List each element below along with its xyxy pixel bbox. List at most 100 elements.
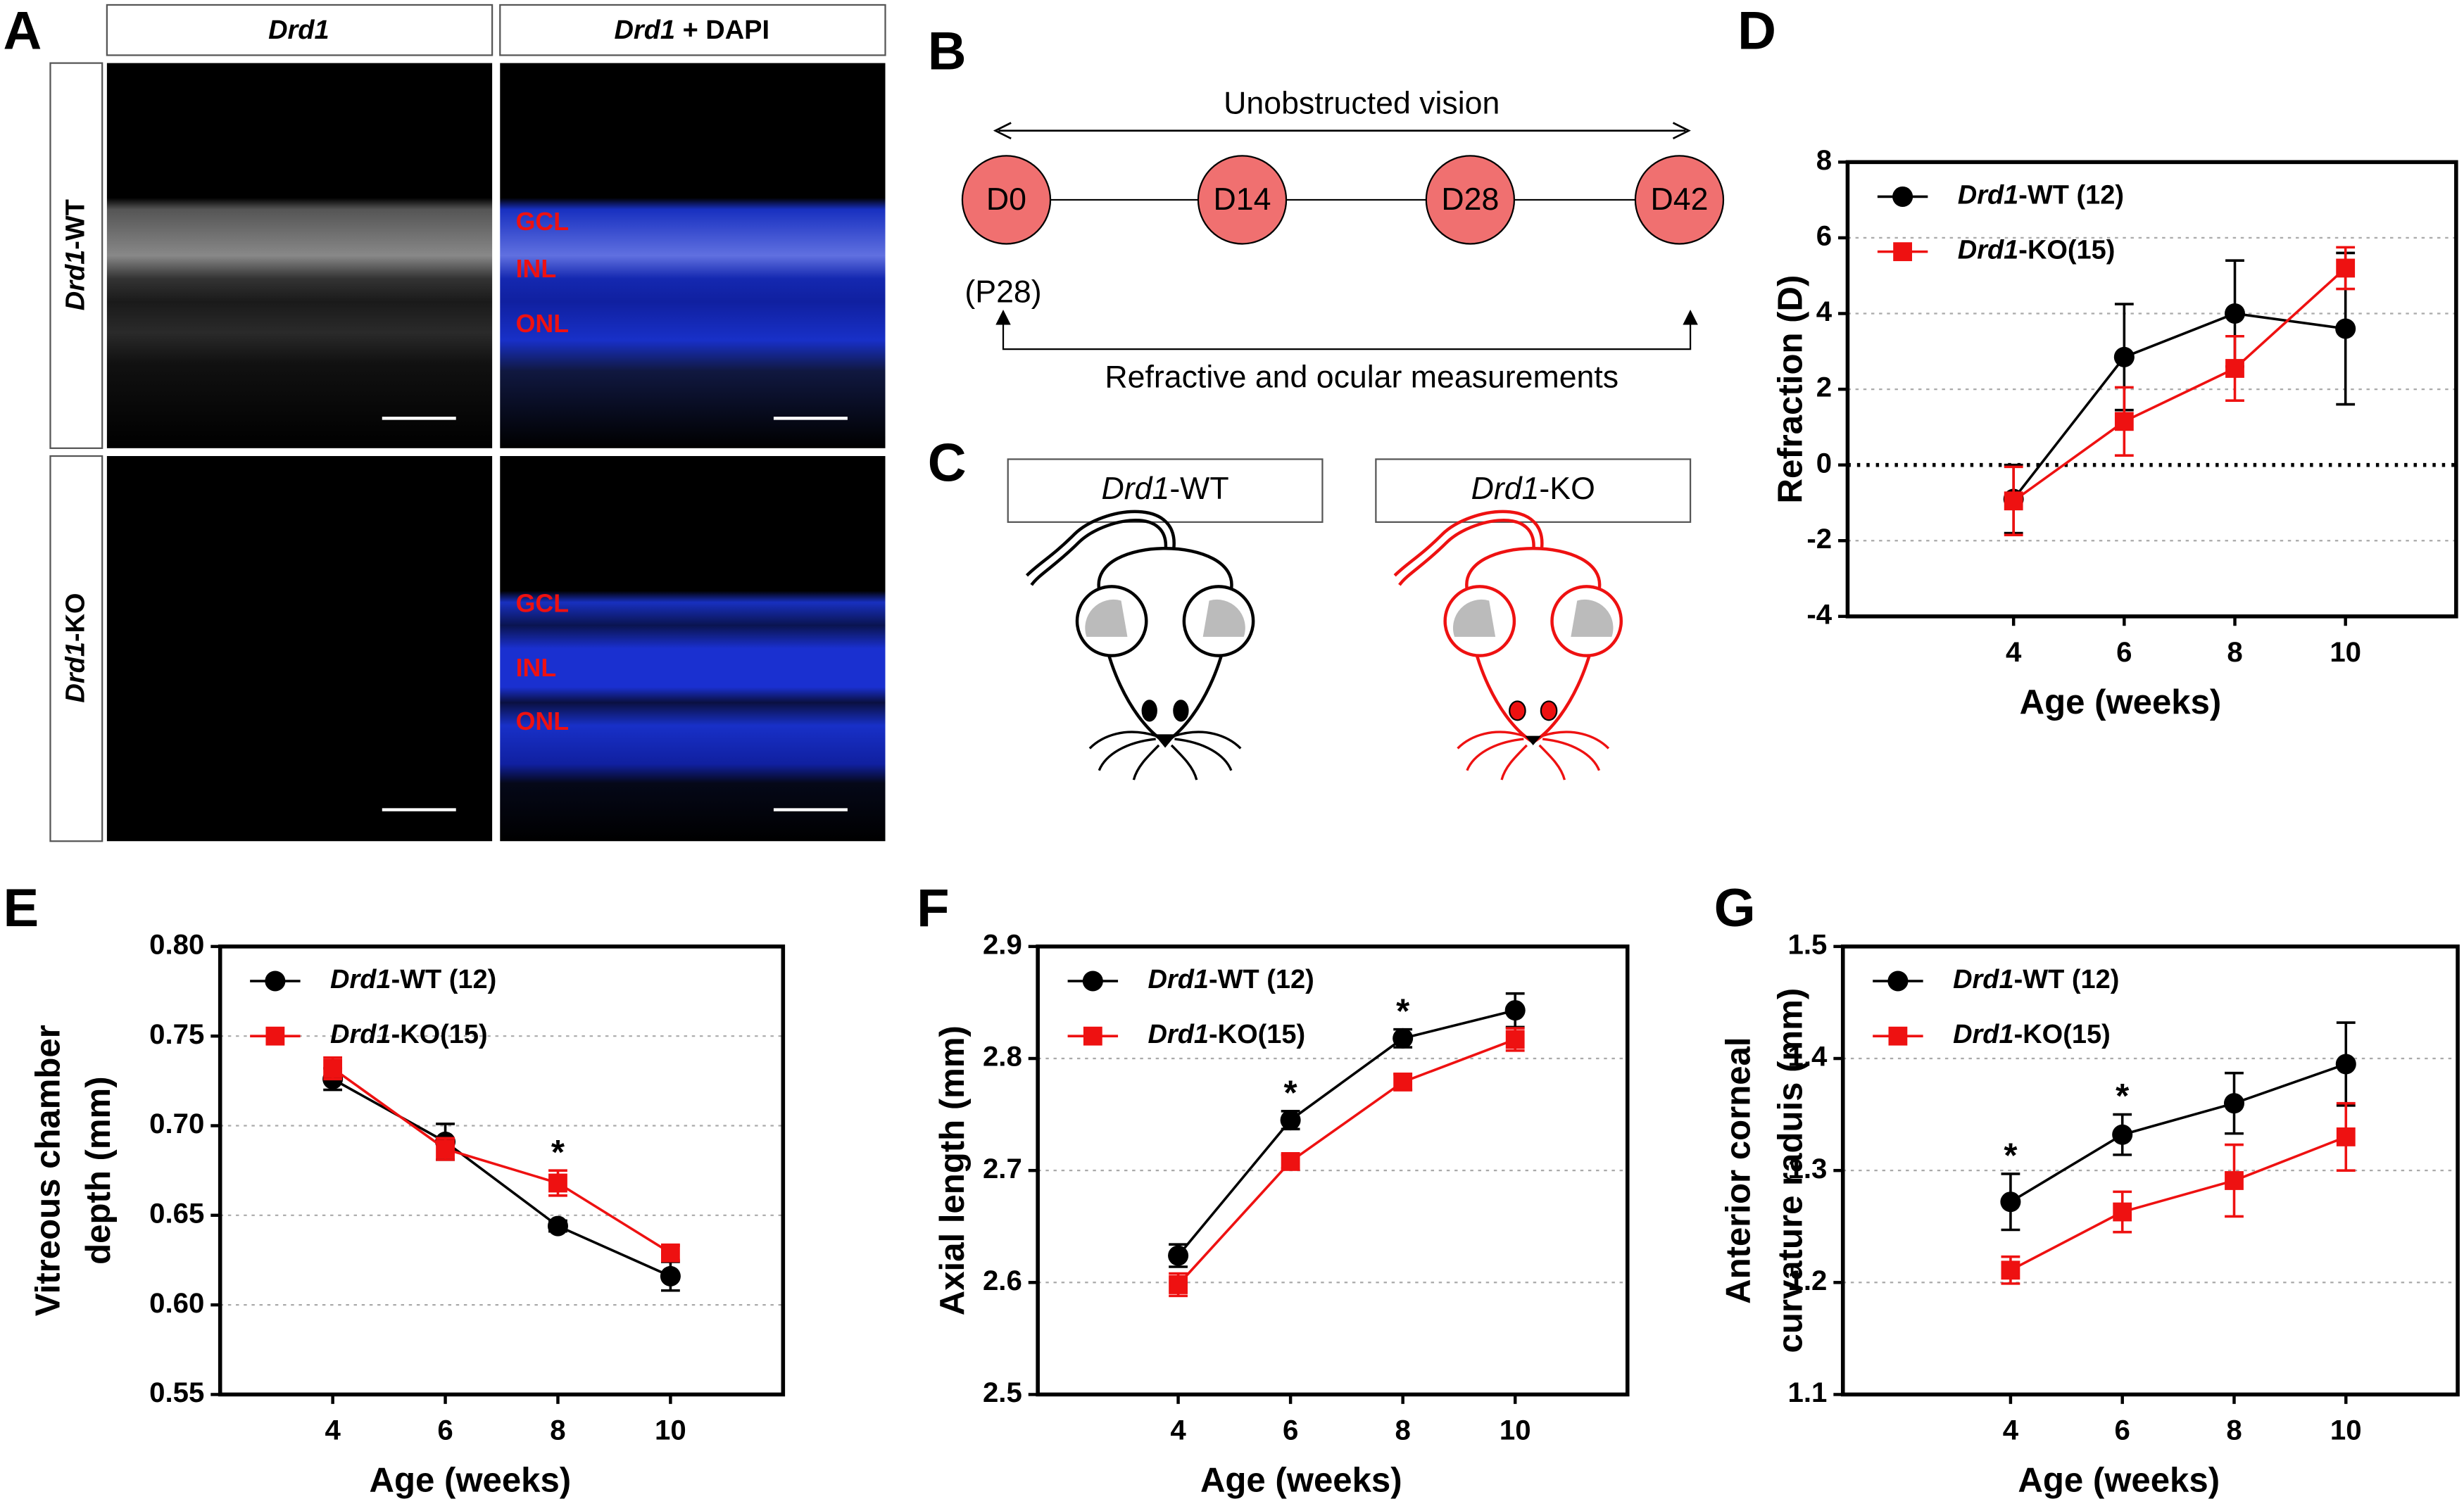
point: [2336, 1127, 2356, 1146]
mouse-icon: [1025, 510, 1255, 780]
panel-letter: E: [3, 878, 39, 938]
point: [2000, 1191, 2021, 1213]
y-axis-label: Axial length (mm): [934, 1025, 972, 1315]
series-line: [2012, 312, 2346, 500]
mouse-icon: [1393, 510, 1623, 780]
layer-label: ONL: [516, 310, 569, 338]
y-tick-label: 1.2: [1788, 1265, 1828, 1296]
y-tick-label: 1.5: [1788, 929, 1828, 961]
point: [2001, 1260, 2020, 1280]
legend-label: Drd1-KO(15): [330, 1020, 488, 1049]
chart: 2.5 2.6 2.7 2.8 2.9 4 6 8 10 Age (weeks) Axial len…: [934, 929, 1630, 1500]
point: [2113, 1202, 2132, 1222]
point: [323, 1058, 343, 1078]
legend-label: Drd1-WT (12): [1953, 965, 2119, 994]
timeline-node: [1634, 155, 1725, 245]
plot-frame: [1840, 944, 2460, 1397]
legend-marker: [265, 1026, 285, 1046]
x-tick-label: 6: [1283, 1415, 1298, 1446]
y-tick-label: -2: [1806, 523, 1832, 555]
y-tick-label: 0.55: [149, 1377, 204, 1408]
y-tick-label: -4: [1806, 598, 1832, 630]
point: [2225, 359, 2244, 378]
series-line: [1177, 1038, 1516, 1286]
chart: 0.55 0.60 0.65 0.70 0.75 0.80 4 6 8 10 Age (weeks)…: [29, 929, 786, 1500]
point: [2004, 491, 2023, 511]
layer-label: INL: [516, 654, 557, 682]
legend-label: Drd1-KO(15): [1958, 236, 2116, 265]
panel-letter: G: [1714, 878, 1756, 938]
plot-frame: [1845, 160, 2458, 619]
panel-letter: F: [917, 878, 949, 938]
point: [2223, 1093, 2245, 1114]
y-tick-label: 2.7: [983, 1153, 1022, 1184]
legend-marker: [1893, 242, 1913, 262]
panel-letter: D: [1737, 1, 1776, 61]
x-tick-label: 10: [655, 1415, 686, 1446]
x-tick-label: 8: [2226, 1415, 2242, 1446]
span-label: Unobstructed vision: [1224, 87, 1500, 121]
legend-label: Drd1-KO(15): [1148, 1020, 1306, 1049]
point: [1281, 1152, 1300, 1171]
legend-label: Drd1-WT (12): [1148, 965, 1314, 994]
chart: 1.1 1.2 1.3 1.4 1.5 4 6 8 10 Age (weeks) Anterior …: [1720, 929, 2460, 1500]
x-axis-label: Age (weeks): [2018, 1462, 2220, 1500]
x-tick-label: 8: [2227, 636, 2242, 668]
point: [1504, 1000, 1526, 1021]
header-box: [499, 4, 886, 56]
start-note: (P28): [964, 275, 1041, 310]
row-box: [49, 62, 103, 449]
series-line: [332, 1077, 672, 1278]
significance-mark: *: [551, 1134, 565, 1172]
node-label: D42: [1650, 182, 1708, 217]
panel-letter: A: [3, 1, 42, 61]
y-tick-label: 2.9: [983, 929, 1022, 961]
legend-marker: [1892, 186, 1913, 207]
micrograph: [500, 456, 886, 842]
point: [2335, 1054, 2356, 1075]
y-tick-label: 8: [1816, 144, 1832, 176]
layer-label: GCL: [516, 590, 569, 618]
x-tick-label: 6: [2115, 1415, 2130, 1446]
y-axis-label: curvature raduis (mm): [1771, 988, 1809, 1353]
y-tick-label: 1.3: [1788, 1153, 1828, 1184]
row-header: Drd1-WT: [61, 199, 90, 310]
timeline-node: [1197, 155, 1288, 245]
panel-letter: B: [928, 22, 967, 82]
y-axis-label: depth (mm): [80, 1076, 118, 1264]
node-label: D0: [986, 182, 1026, 217]
legend-label: Drd1-WT (12): [1958, 180, 2124, 210]
point: [1169, 1275, 1188, 1294]
measure-label: Refractive and ocular measurements: [1105, 360, 1618, 394]
mice-panel: Drd1-WT Drd1-KO: [1007, 458, 1692, 780]
point: [1505, 1030, 1525, 1049]
y-tick-label: 1.1: [1788, 1377, 1828, 1408]
plot-frame: [218, 944, 786, 1397]
x-tick-label: 10: [2330, 1415, 2362, 1446]
y-axis-label: Anterior corneal: [1720, 1037, 1758, 1303]
micrograph: [500, 63, 886, 448]
significance-mark: *: [1396, 992, 1410, 1030]
series-line: [332, 1067, 672, 1254]
point: [436, 1139, 455, 1159]
x-tick-label: 4: [2003, 1415, 2019, 1446]
x-tick-label: 6: [2116, 636, 2132, 668]
point: [2113, 346, 2135, 367]
y-tick-label: 0.65: [149, 1197, 204, 1229]
layer-label: GCL: [516, 208, 569, 236]
timeline-panel: [961, 122, 1725, 350]
point: [2112, 1124, 2133, 1145]
y-tick-label: 0.75: [149, 1018, 204, 1050]
timeline-text: Unobstructed vision D0 D14 D28 D42 (P28)…: [964, 87, 1708, 395]
y-tick-label: 0.60: [149, 1287, 204, 1319]
node-label: D28: [1441, 182, 1499, 217]
node-label: D14: [1214, 182, 1271, 217]
y-axis-label: Refraction (D): [1771, 275, 1809, 504]
header-box: [106, 4, 494, 56]
y-tick-label: 1.4: [1788, 1041, 1828, 1073]
point: [2336, 258, 2356, 278]
timeline-node: [961, 155, 1052, 245]
histology-panel: Drd1 Drd1 + DAPI Drd1-WT Drd1-KO GCL INL…: [49, 4, 886, 842]
mouse-label: Drd1-KO: [1471, 472, 1595, 506]
y-tick-label: 0.80: [149, 929, 204, 961]
